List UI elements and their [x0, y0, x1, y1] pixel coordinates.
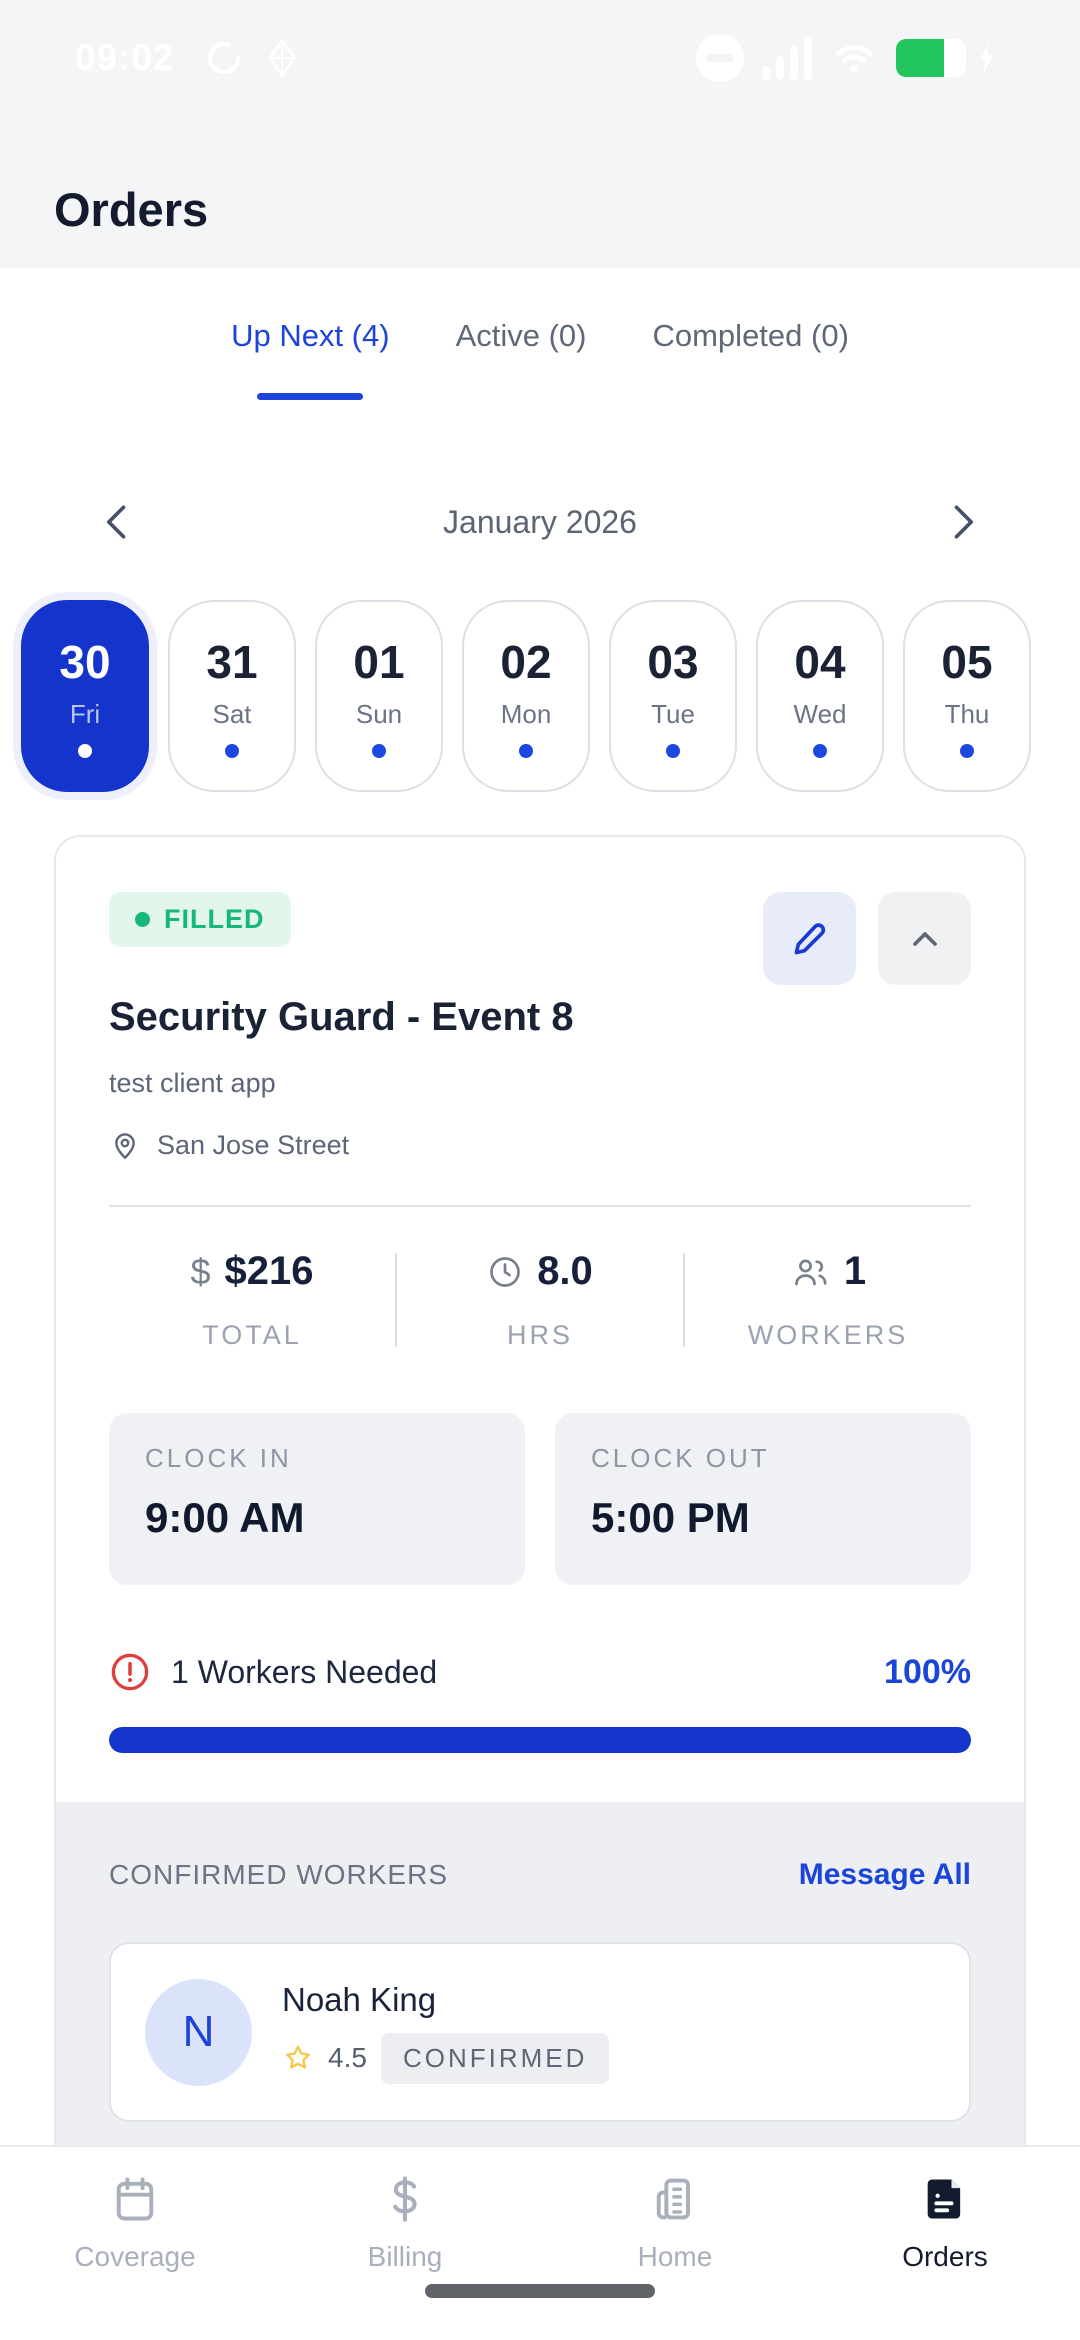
do-not-disturb-icon [696, 34, 744, 82]
divider [109, 1205, 971, 1207]
nav-item-billing[interactable]: Billing [270, 2147, 540, 2340]
tab-bar: Up Next (4) Active (0) Completed (0) [0, 318, 1080, 400]
tab-active[interactable]: Active (0) [455, 318, 587, 353]
tab-up-next[interactable]: Up Next (4) [231, 318, 390, 400]
fill-percent: 100% [884, 1652, 971, 1691]
nav-item-orders[interactable]: Orders [810, 2147, 1080, 2340]
worker-meta: 4.5 CONFIRMED [282, 2032, 610, 2084]
event-dot [666, 743, 680, 758]
status-time: 09:02 [75, 37, 175, 78]
charging-bolt-icon [980, 42, 994, 74]
message-all-link[interactable]: Message All [798, 1858, 971, 1891]
month-label: January 2026 [443, 503, 637, 540]
pencil-icon [794, 922, 825, 954]
workers-icon [795, 1259, 827, 1285]
divider [395, 1253, 397, 1347]
nav-item-home[interactable]: Home [540, 2147, 810, 2340]
location-pin-icon [115, 1133, 135, 1160]
alert-icon [111, 1653, 149, 1691]
edit-button[interactable] [763, 892, 856, 985]
order-card-top: FILLED Security Guard - Event 8 test cli… [56, 837, 1024, 1161]
stat-workers: 1 WORKERS [747, 1249, 909, 1350]
date-chip-selected[interactable]: 30 Fri [21, 600, 149, 792]
fill-progress-bar [109, 1727, 971, 1753]
stats-row: $ $216 TOTAL 8.0 HRS [109, 1249, 971, 1351]
status-badge: FILLED [109, 892, 291, 947]
order-card: FILLED Security Guard - Event 8 test cli… [54, 835, 1026, 2235]
collapse-button[interactable] [878, 892, 971, 985]
loading-spinner-icon [207, 41, 240, 75]
avatar: N [145, 1978, 252, 2086]
date-chip[interactable]: 05 Thu [903, 600, 1031, 792]
chevron-left-icon[interactable] [96, 500, 140, 544]
star-icon [286, 2045, 310, 2069]
signal-bars-icon [762, 36, 812, 80]
order-location: San Jose Street [109, 1129, 971, 1161]
event-dot [372, 743, 386, 758]
clock-out-box[interactable]: CLOCK OUT 5:00 PM [555, 1413, 971, 1585]
fill-progress-value [109, 1727, 971, 1753]
chevron-up-icon [912, 931, 937, 946]
tab-completed[interactable]: Completed (0) [652, 318, 849, 353]
page-title: Orders [54, 183, 209, 236]
worker-info: Noah King 4.5 CONFIRMED [282, 1980, 610, 2084]
order-title: Security Guard - Event 8 [109, 995, 574, 1039]
building-icon [656, 2178, 690, 2220]
worker-name: Noah King [282, 1980, 437, 2018]
worker-status-badge: CONFIRMED [380, 2032, 610, 2084]
date-chip[interactable]: 01 Sun [315, 600, 443, 792]
battery-icon [896, 39, 966, 77]
chevron-right-icon[interactable] [940, 500, 984, 544]
status-icons [696, 28, 1000, 88]
dollar-icon [393, 2176, 417, 2222]
dollar-icon: $ [190, 1250, 211, 1292]
bottom-nav: Coverage Billing Home Orders [0, 2145, 1080, 2340]
date-carousel: 30 Fri 31 Sat 01 Sun 02 Mon 03 Tue 04 We… [21, 600, 1031, 792]
card-actions [763, 892, 971, 985]
clock-icon [490, 1256, 521, 1287]
home-indicator[interactable] [425, 2284, 655, 2298]
confirmed-workers-header: CONFIRMED WORKERS Message All [109, 1858, 971, 1892]
event-dot [225, 743, 239, 758]
divider [683, 1253, 685, 1347]
active-tab-underline [257, 393, 364, 400]
workers-needed-label: 1 Workers Needed [171, 1653, 438, 1690]
month-navigator: January 2026 [0, 492, 1080, 552]
date-chip[interactable]: 02 Mon [462, 600, 590, 792]
document-icon [927, 2179, 961, 2219]
date-chip[interactable]: 03 Tue [609, 600, 737, 792]
event-dot [78, 743, 92, 758]
worker-rating: 4.5 [328, 2042, 367, 2073]
calendar-icon [116, 2177, 154, 2221]
status-dot-icon [135, 912, 150, 927]
status-bar: 09:02 [0, 28, 1080, 88]
stat-hours: 8.0 HRS [397, 1249, 683, 1351]
header: 09:02 Orders [0, 0, 1080, 268]
date-chip[interactable]: 04 Wed [756, 600, 884, 792]
event-dot [960, 743, 974, 758]
stat-total: $ $216 TOTAL [190, 1249, 314, 1350]
event-dot [519, 743, 533, 758]
order-client: test client app [109, 1068, 276, 1098]
nav-item-coverage[interactable]: Coverage [0, 2147, 270, 2340]
workers-needed-row: 1 Workers Needed 100% [109, 1651, 971, 1693]
diamond-icon [267, 39, 296, 77]
clock-row: CLOCK IN 9:00 AM CLOCK OUT 5:00 PM [109, 1413, 971, 1585]
confirmed-workers-heading: CONFIRMED WORKERS [109, 1859, 448, 1890]
date-chip[interactable]: 31 Sat [168, 600, 296, 792]
worker-card[interactable]: N Noah King 4.5 CONFIRMED [109, 1942, 971, 2122]
wifi-icon [835, 45, 873, 72]
event-dot [813, 743, 827, 758]
clock-in-box[interactable]: CLOCK IN 9:00 AM [109, 1413, 525, 1585]
